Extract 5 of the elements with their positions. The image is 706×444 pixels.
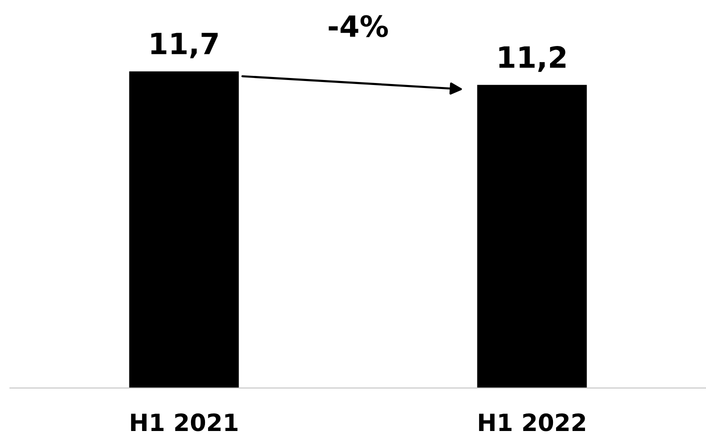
data-label: 11,7 xyxy=(151,32,218,58)
x-tick-label: H1 2021 xyxy=(131,413,238,432)
data-label: 11,2 xyxy=(499,46,566,72)
text: -4% xyxy=(328,15,388,38)
x-tick-label: H1 2022 xyxy=(479,413,586,432)
